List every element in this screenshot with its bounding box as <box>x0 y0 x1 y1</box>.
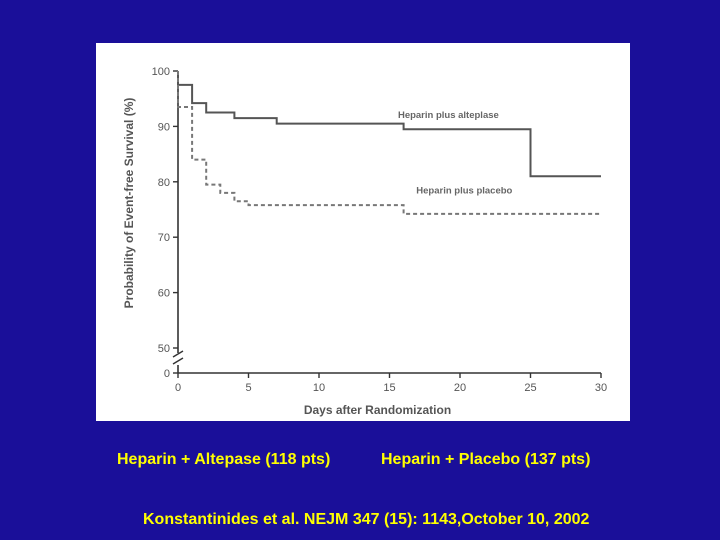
series-line-1 <box>177 71 601 178</box>
y-tick-label-60: 60 <box>158 288 170 300</box>
y-axis-label: Probability of Event-free Survival (%) <box>122 98 136 309</box>
x-axis-label: Days after Randomization <box>304 403 451 417</box>
x-tick-label-5: 5 <box>245 382 251 394</box>
y-tick-label-70: 70 <box>158 232 170 244</box>
chart-panel: 0 50 60 70 80 90 100 0 5 10 15 20 25 30 Days after Ran… <box>96 43 630 421</box>
survival-chart: 0 50 60 70 80 90 100 0 5 10 15 20 25 30 Days after Ran… <box>122 66 607 417</box>
series-label-1: Heparin plus alteplase <box>398 110 499 121</box>
axis-break-mark-1 <box>172 350 184 358</box>
caption-placebo-group: Heparin + Placebo (137 pts) <box>381 451 591 468</box>
x-tick-label-15: 15 <box>383 382 395 394</box>
x-tick-label-0: 0 <box>175 382 181 394</box>
axis-break-mark-2 <box>172 357 184 365</box>
y-tick-label-100: 100 <box>152 66 170 78</box>
series-line-2 <box>177 71 601 215</box>
x-tick-label-20: 20 <box>454 382 466 394</box>
y-tick-label-0: 0 <box>164 368 170 380</box>
x-tick-label-25: 25 <box>524 382 536 394</box>
series-label-2: Heparin plus placebo <box>416 186 512 197</box>
x-tick-label-30: 30 <box>595 382 607 394</box>
caption-alteplase-group: Heparin + Altepase (118 pts) <box>117 451 331 468</box>
citation: Konstantinides et al. NEJM 347 (15): 114… <box>143 511 590 528</box>
y-tick-label-90: 90 <box>158 121 170 133</box>
x-tick-label-10: 10 <box>313 382 325 394</box>
y-tick-label-80: 80 <box>158 177 170 189</box>
y-tick-label-50: 50 <box>158 343 170 355</box>
